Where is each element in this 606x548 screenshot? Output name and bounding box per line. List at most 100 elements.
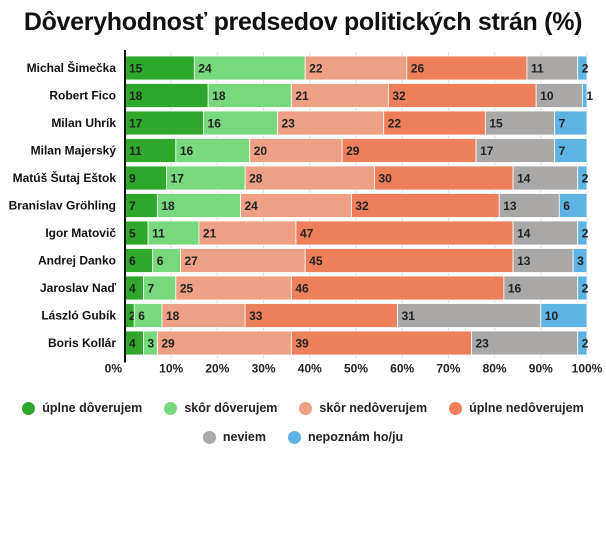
data-label: 7	[559, 117, 566, 131]
bar-segment	[133, 303, 163, 328]
data-label: 10	[545, 309, 559, 323]
data-label: 23	[281, 117, 295, 131]
bar-segment	[180, 248, 306, 273]
bar-segment	[572, 248, 588, 273]
bar-segment	[498, 193, 560, 218]
data-label: 3	[577, 254, 584, 268]
x-tick-label: 40%	[298, 362, 322, 376]
chart-title: Dôveryhodnosť predsedov politických strá…	[23, 8, 583, 36]
data-label: 28	[249, 172, 263, 186]
legend-swatch-icon	[22, 401, 36, 415]
data-label: 11	[152, 227, 165, 241]
data-label: 21	[295, 89, 309, 103]
data-label: 1	[586, 89, 593, 103]
bar-segment	[554, 138, 588, 163]
data-label: 2	[582, 282, 589, 296]
bar-segment	[577, 165, 588, 191]
bar-segment	[577, 55, 588, 81]
bar-segment	[290, 83, 389, 108]
category-label: Branislav Gröhling	[9, 199, 116, 213]
data-label: 25	[180, 282, 194, 296]
legend-label: nepoznám ho/ju	[307, 430, 404, 444]
legend-label: neviem	[222, 430, 266, 444]
x-tick-label: 90%	[529, 362, 553, 376]
data-label: 17	[129, 117, 143, 131]
bar-segment	[175, 138, 251, 163]
bar-segment	[304, 248, 514, 273]
bar-segment	[577, 330, 588, 356]
bar-segment	[304, 55, 408, 81]
data-label: 17	[480, 144, 494, 158]
bar-segment	[124, 193, 158, 218]
legend-row-2: neviem nepoznám ho/ju	[0, 430, 606, 444]
data-label: 18	[129, 89, 143, 103]
legend-item: úplne nedôverujem	[449, 401, 584, 415]
legend-swatch-icon	[164, 401, 178, 415]
data-label: 6	[157, 254, 164, 268]
bar-segment	[383, 110, 486, 136]
legend-item: skôr nedôverujem	[299, 401, 427, 415]
category-label: Milan Uhrík	[51, 116, 116, 130]
data-label: 3	[147, 337, 154, 351]
data-label: 20	[254, 144, 268, 158]
bar-segment	[581, 83, 588, 108]
data-label: 9	[129, 172, 136, 186]
bar-segment	[198, 220, 297, 246]
x-tick-label: 20%	[205, 362, 229, 376]
legend-item: neviem	[202, 430, 266, 444]
data-label: 2	[582, 62, 589, 76]
data-label: 15	[129, 62, 143, 76]
category-label: Boris Kollár	[48, 336, 116, 350]
data-label: 7	[559, 144, 566, 158]
data-label: 7	[147, 282, 154, 296]
bar-segment	[240, 193, 352, 218]
data-label: 32	[392, 89, 406, 103]
x-tick-label: 60%	[390, 362, 414, 376]
bar-segment	[161, 303, 246, 328]
bar-segment	[512, 248, 574, 273]
data-label: 16	[208, 117, 222, 131]
bar-segment	[124, 110, 204, 136]
bar-segment	[341, 138, 477, 163]
category-label: Matúš Šutaj Eštok	[13, 170, 117, 185]
legend-swatch-icon	[299, 401, 313, 415]
data-label: 47	[300, 227, 314, 241]
data-label: 18	[166, 309, 180, 323]
legend-swatch-icon	[202, 430, 216, 444]
category-label: Michal Šimečka	[27, 60, 117, 75]
data-label: 14	[517, 227, 531, 241]
data-label: 6	[138, 309, 145, 323]
category-label: László Gubík	[41, 309, 116, 323]
legend-item: skôr dôverujem	[164, 401, 277, 415]
bar-segment	[374, 165, 514, 191]
data-label: 29	[161, 337, 175, 351]
data-label: 26	[411, 62, 425, 76]
data-label: 46	[295, 282, 309, 296]
category-label: Robert Fico	[49, 89, 116, 103]
bar-segment	[249, 138, 343, 163]
data-label: 18	[161, 199, 175, 213]
data-label: 2	[582, 227, 589, 241]
data-label: 4	[129, 337, 136, 351]
bar-segment	[124, 138, 177, 163]
data-label: 22	[309, 62, 323, 76]
bar-segment	[295, 220, 514, 246]
data-label: 21	[203, 227, 217, 241]
x-tick-label: 100%	[572, 362, 603, 376]
data-label: 10	[540, 89, 554, 103]
bar-segment	[166, 165, 246, 191]
data-label: 13	[517, 254, 531, 268]
data-label: 22	[388, 117, 402, 131]
data-label: 2	[582, 337, 589, 351]
x-tick-label: 50%	[344, 362, 368, 376]
bar-segment	[124, 248, 154, 273]
legend-row-1: úplne dôverujem skôr dôverujem skôr nedôve…	[0, 401, 606, 415]
bar-segment	[350, 193, 500, 218]
data-label: 24	[198, 62, 212, 76]
data-label: 24	[245, 199, 259, 213]
bar-segment	[484, 110, 556, 136]
category-label: Jaroslav Naď	[40, 281, 116, 295]
bar-segment	[540, 303, 588, 328]
bar-segment	[244, 303, 398, 328]
data-label: 33	[249, 309, 263, 323]
